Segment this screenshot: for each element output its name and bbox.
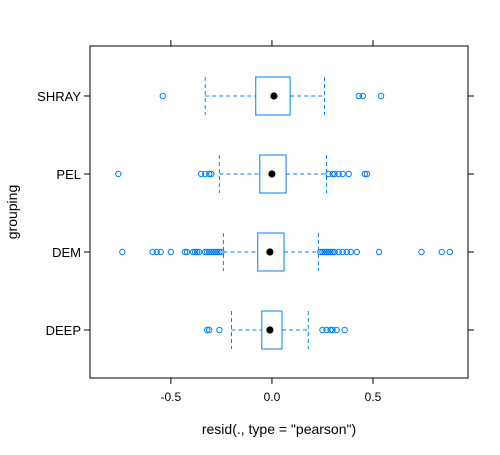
outlier-point: [333, 326, 340, 334]
outlier-point: [210, 248, 217, 256]
outlier-point: [345, 170, 352, 178]
iqr-box: [261, 310, 283, 350]
outlier-point: [191, 248, 199, 256]
outlier-point: [343, 248, 350, 256]
outlier-point: [214, 248, 221, 256]
outlier-point: [206, 170, 213, 178]
outlier-point: [153, 248, 160, 256]
box-group-deep: [204, 310, 348, 350]
median-dot: [268, 170, 276, 178]
outlier-point: [331, 170, 338, 178]
category-label: DEEP: [46, 323, 81, 338]
x-tick-label: 0.5: [365, 390, 382, 404]
outlier-point: [327, 248, 334, 256]
outlier-point: [216, 326, 223, 334]
outlier-point: [204, 326, 211, 334]
outlier-point: [204, 248, 211, 256]
outlier-point: [339, 248, 346, 256]
outlier-point: [206, 326, 213, 334]
category-label: DEM: [52, 245, 81, 260]
iqr-box: [259, 154, 287, 194]
outlier-point: [197, 170, 205, 178]
outlier-point: [319, 248, 326, 256]
outlier-point: [363, 170, 371, 178]
outlier-point: [119, 248, 126, 256]
outlier-point: [329, 248, 336, 256]
plot-frame: [89, 45, 469, 379]
outlier-point: [347, 248, 354, 256]
x-tick-label: -0.5: [161, 390, 182, 404]
y-axis-label: grouping: [4, 185, 20, 240]
x-axis-label: resid(., type = "pearson"): [202, 421, 356, 437]
outlier-point: [335, 248, 342, 256]
outlier-point: [335, 170, 342, 178]
outlier-point: [331, 248, 338, 256]
outlier-point: [208, 248, 215, 256]
outlier-point: [438, 248, 445, 256]
marks-layer: [115, 76, 454, 350]
box-group-shray: [159, 76, 385, 116]
outlier-point: [206, 248, 213, 256]
outlier-point: [317, 248, 324, 256]
outlier-point: [446, 248, 454, 256]
outlier-point: [149, 248, 156, 256]
outlier-point: [361, 170, 369, 178]
box-group-pel: [115, 154, 371, 194]
iqr-box: [255, 76, 291, 116]
outlier-point: [208, 170, 215, 178]
outlier-point: [323, 248, 330, 256]
outlier-point: [325, 248, 332, 256]
outlier-point: [159, 92, 166, 100]
median-dot: [270, 92, 278, 100]
outlier-point: [115, 170, 122, 178]
box-group-dem: [119, 232, 454, 272]
outlier-point: [329, 326, 336, 334]
outlier-point: [359, 92, 367, 100]
outlier-point: [167, 248, 175, 256]
outlier-point: [218, 248, 225, 256]
outlier-point: [339, 170, 346, 178]
iqr-box: [257, 232, 285, 272]
outlier-point: [189, 248, 197, 256]
x-tick-label: 0.0: [264, 390, 281, 404]
outlier-point: [375, 248, 383, 256]
outlier-point: [355, 92, 363, 100]
outlier-point: [202, 170, 209, 178]
outlier-point: [183, 248, 191, 256]
category-label: PEL: [56, 167, 81, 182]
outlier-point: [327, 326, 334, 334]
outlier-point: [212, 248, 219, 256]
outlier-point: [319, 326, 326, 334]
outlier-point: [341, 326, 348, 334]
outlier-point: [329, 170, 336, 178]
axes-layer: -0.5 0.0 0.5 SHRAY PEL DEM DEEP: [37, 40, 474, 404]
outlier-point: [323, 326, 330, 334]
outlier-point: [157, 248, 164, 256]
median-dot: [266, 248, 274, 256]
outlier-point: [418, 248, 425, 256]
category-label: SHRAY: [37, 89, 81, 104]
outlier-point: [353, 248, 361, 256]
outlier-point: [377, 92, 385, 100]
outlier-point: [193, 248, 201, 256]
outlier-point: [202, 248, 209, 256]
outlier-point: [216, 248, 223, 256]
outlier-point: [325, 170, 332, 178]
outlier-point: [195, 248, 203, 256]
outlier-point: [321, 248, 328, 256]
outlier-point: [181, 248, 189, 256]
median-dot: [266, 326, 274, 334]
